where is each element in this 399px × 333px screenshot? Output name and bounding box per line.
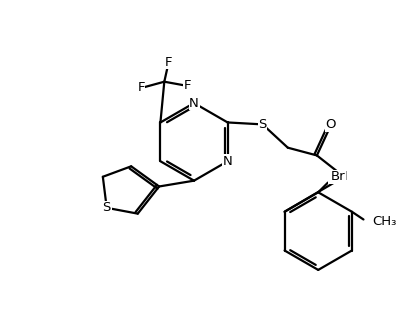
Text: S: S — [103, 201, 111, 214]
Text: Br: Br — [330, 170, 345, 183]
Text: F: F — [137, 81, 145, 94]
Text: N: N — [189, 97, 199, 110]
Text: F: F — [184, 79, 192, 92]
Text: HN: HN — [328, 170, 348, 183]
Text: F: F — [164, 56, 172, 69]
Text: N: N — [223, 155, 233, 168]
Text: CH₃: CH₃ — [372, 215, 396, 228]
Text: S: S — [259, 118, 267, 131]
Text: O: O — [325, 118, 336, 131]
